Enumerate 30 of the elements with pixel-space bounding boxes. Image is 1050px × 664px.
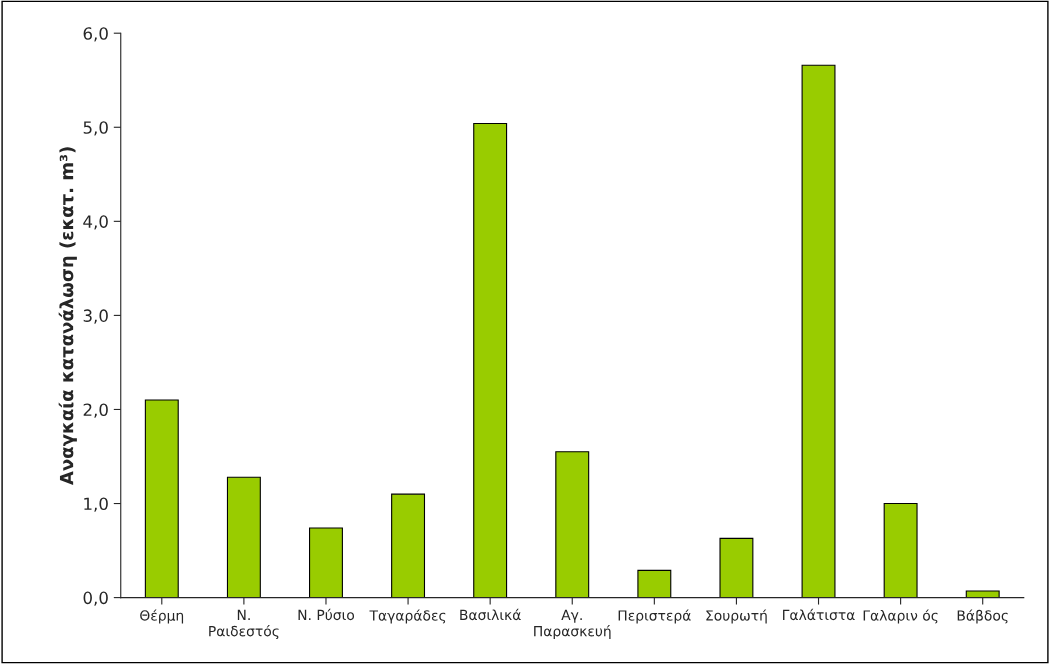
x-tick-label: Θέρμη bbox=[140, 609, 184, 624]
y-tick-label: 0,0 bbox=[83, 591, 108, 606]
y-tick-label: 1,0 bbox=[84, 497, 108, 512]
bar bbox=[719, 537, 754, 598]
y-tick-label: 3,0 bbox=[83, 309, 108, 324]
x-tick-label: Σουρωτή bbox=[706, 609, 767, 624]
x-tick-label: Ν. Ραιδεστός bbox=[209, 609, 279, 640]
bar bbox=[473, 122, 508, 598]
bar bbox=[226, 476, 261, 598]
x-tick-label: Ταγαράδες bbox=[369, 609, 446, 624]
x-tick-label: Ν. Ρύσιο bbox=[298, 608, 355, 621]
bar bbox=[391, 493, 426, 598]
y-tick-label: 2,0 bbox=[83, 403, 108, 418]
x-tick-label: Αγ. Παρασκευή bbox=[534, 609, 611, 640]
bar bbox=[637, 569, 672, 598]
bar bbox=[801, 64, 836, 598]
bar bbox=[309, 527, 343, 598]
y-axis-title: Αναγκαία κατανάλωση (εκατ. m³) bbox=[58, 147, 77, 485]
bar bbox=[144, 399, 179, 598]
bar bbox=[883, 502, 918, 598]
bar bbox=[555, 451, 590, 598]
y-tick-label: 4,0 bbox=[83, 215, 108, 230]
x-tick-label: Γαλάτιστα bbox=[783, 608, 855, 621]
x-tick-label: Βασιλικά bbox=[460, 608, 521, 621]
x-tick-label: Βάβδος bbox=[957, 609, 1008, 624]
x-tick-label: Γαλαριν ός bbox=[863, 609, 938, 624]
y-tick-label: 5,0 bbox=[83, 121, 108, 136]
y-tick-label: 6,0 bbox=[83, 27, 108, 42]
x-tick-label: Περιστερά bbox=[618, 609, 691, 624]
bar bbox=[965, 590, 1000, 598]
